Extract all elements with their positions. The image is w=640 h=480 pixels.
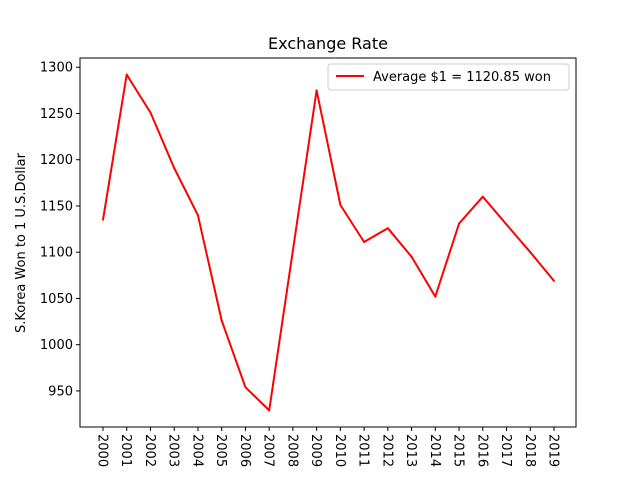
data-point-2003 (173, 167, 176, 170)
x-tick-label: 2018 (522, 434, 537, 467)
legend: Average $1 = 1120.85 won (327, 63, 570, 91)
x-axis: 2000 2001 2002 2003 2004 2005 2006 2007 2008 2009… (95, 427, 561, 467)
x-tick-label: 2010 (332, 434, 347, 467)
x-tick-label: 2014 (427, 434, 442, 467)
x-tick-label: 2002 (142, 434, 157, 467)
chart-title: Exchange Rate (268, 34, 388, 53)
x-tick-label: 2001 (118, 434, 133, 467)
y-tick-label: 1100 (40, 246, 73, 261)
x-tick-label: 2004 (189, 434, 204, 467)
data-point-2019 (553, 279, 555, 282)
y-tick-label: 1250 (40, 107, 73, 122)
data-point-2013 (410, 255, 413, 258)
y-tick-label: 1300 (40, 61, 73, 76)
x-tick-label: 2008 (284, 434, 299, 467)
x-tick-label: 2000 (95, 434, 110, 467)
x-tick-label: 2007 (261, 434, 276, 467)
x-tick-label: 2019 (546, 434, 561, 467)
data-point-2016 (481, 195, 484, 198)
data-point-2007 (268, 409, 271, 412)
data-point-2011 (363, 241, 366, 243)
data-point-2014 (434, 295, 437, 298)
y-tick-label: 950 (48, 384, 73, 399)
data-point-2001 (125, 73, 128, 76)
data-point-2012 (386, 227, 389, 230)
x-tick-label: 2017 (498, 434, 513, 467)
data-point-2006 (244, 386, 247, 389)
x-tick-label: 2009 (308, 434, 323, 467)
data-point-2018 (529, 251, 532, 254)
y-tick-label: 1200 (40, 153, 73, 168)
data-point-2010 (339, 204, 342, 206)
x-tick-label: 2016 (474, 434, 489, 467)
data-point-2015 (458, 222, 461, 225)
data-point-2002 (149, 111, 152, 114)
y-axis-label: S.Korea Won to 1 U.S.Dollar (14, 152, 29, 333)
data-point-2017 (505, 223, 508, 226)
y-axis: 950 1000 1050 1100 1150 1200 1250 1300 (40, 61, 80, 399)
data-point-2008 (291, 249, 294, 252)
data-point-2004 (196, 214, 199, 217)
legend-box (327, 63, 570, 91)
series-line (102, 73, 555, 412)
data-point-2005 (220, 319, 223, 322)
data-points (102, 73, 555, 412)
x-tick-label: 2013 (403, 434, 418, 467)
y-tick-label: 1050 (40, 292, 73, 307)
x-tick-label: 2015 (451, 434, 466, 467)
x-tick-label: 2005 (213, 434, 228, 467)
x-tick-label: 2003 (166, 434, 181, 467)
axes-frame (79, 57, 577, 428)
x-tick-label: 2011 (356, 434, 371, 467)
data-point-2009 (315, 89, 318, 92)
x-tick-label: 2006 (237, 434, 252, 467)
x-tick-label: 2012 (379, 434, 394, 467)
plot-area (102, 73, 555, 412)
y-tick-label: 1150 (40, 199, 73, 214)
legend-label: Average $1 = 1120.85 won (373, 70, 551, 85)
data-point-2000 (102, 218, 104, 221)
y-tick-label: 1000 (40, 338, 73, 353)
